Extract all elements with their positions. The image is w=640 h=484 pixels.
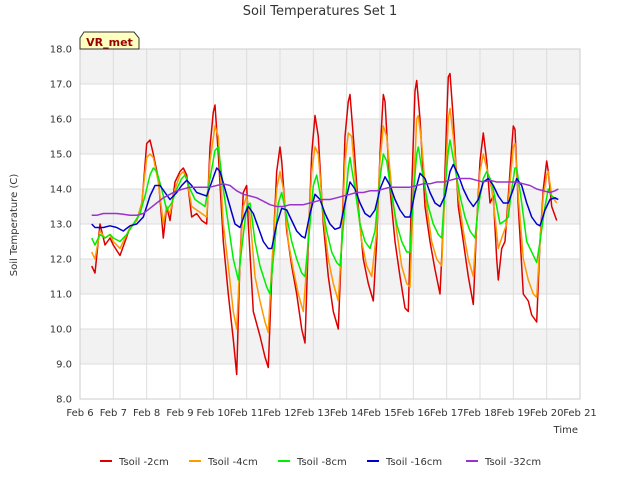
x-axis-label: Time [553,425,578,436]
x-tick-label: Feb 8 [133,408,160,419]
x-tick-label: Feb 21 [563,408,597,419]
legend-label: Tsoil -4cm [207,457,258,468]
y-tick-label: 18.0 [50,45,72,56]
y-tick-label: 17.0 [50,80,72,91]
x-tick-label: Feb 20 [530,408,564,419]
x-tick-label: Feb 14 [330,408,364,419]
x-tick-label: Feb 17 [430,408,464,419]
y-tick-label: 15.0 [50,150,72,161]
plot-bands [80,49,580,364]
legend-label: Tsoil -2cm [118,457,169,468]
x-tick-label: Feb 18 [463,408,497,419]
plot-band [80,189,580,224]
annotation-label: VR_met [86,36,133,49]
annotation-box [79,31,140,50]
legend-label: Tsoil -32cm [484,457,541,468]
x-tick-label: Feb 13 [297,408,331,419]
y-tick-label: 16.0 [50,115,72,126]
y-tick-label: 10.0 [50,325,72,336]
x-tick-label: Feb 10 [197,408,231,419]
series-lines [91,72,559,376]
series-line-tsoil-16cm [91,163,559,250]
x-tick-label: Feb 16 [397,408,431,419]
y-tick-label: 11.0 [50,290,72,301]
x-tick-label: Feb 6 [66,408,93,419]
legend: Tsoil -2cm Tsoil -4cm Tsoil -8cm Tsoil -16c… [100,457,541,468]
y-tick-label: 12.0 [50,255,72,266]
series-line-tsoil-8cm [91,139,558,295]
y-tick-label: 13.0 [50,220,72,231]
plot-band [80,49,580,84]
y-axis-label: Soil Temperature (C) [9,174,20,277]
chart-title: Soil Temperatures Set 1 [243,4,398,19]
x-tick-label: Feb 9 [166,408,193,419]
vr-met-annotation: VR_met [79,31,140,50]
plot-band [80,119,580,154]
x-tick-label: Feb 15 [363,408,397,419]
legend-label: Tsoil -8cm [296,457,347,468]
x-tick-label: Feb 19 [497,408,531,419]
y-tick-label: 9.0 [56,360,72,371]
x-tick-label: Feb 12 [263,408,297,419]
x-tick-label: Feb 7 [100,408,127,419]
y-tick-label: 8.0 [56,395,72,406]
y-tick-labels: 8.0 9.0 10.0 11.0 12.0 13.0 14.0 15.0 16.0 17.0 18… [50,45,72,406]
series-line-tsoil-32cm [91,177,559,217]
x-tick-labels: Feb 6 Feb 7 Feb 8 Feb 9 Feb 10 Feb 11 Feb 12 Fe… [66,408,596,419]
plot-band [80,329,580,364]
y-tick-label: 14.0 [50,185,72,196]
legend-label: Tsoil -16cm [385,457,442,468]
plot-frame [79,48,581,400]
x-tick-label: Feb 11 [230,408,264,419]
